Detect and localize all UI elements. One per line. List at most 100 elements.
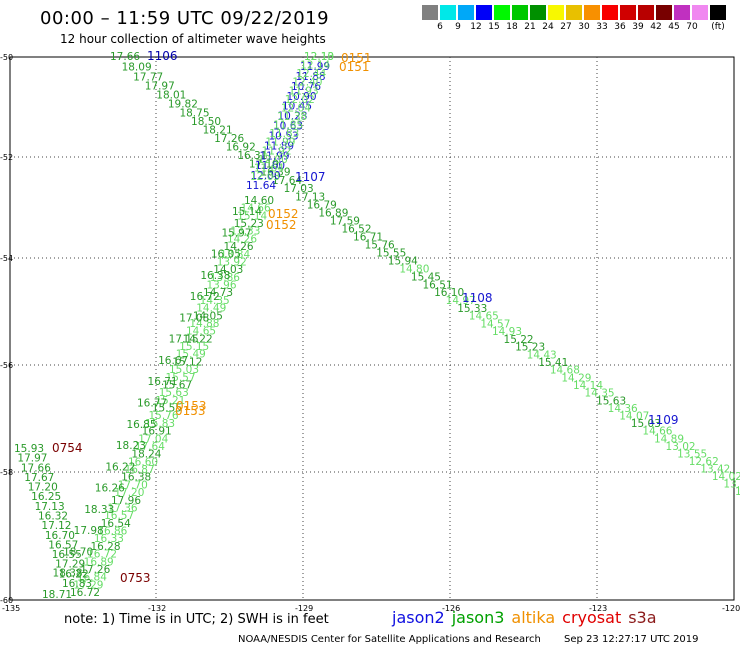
units-note: note: 1) Time is in UTC; 2) SWH is in fe… — [64, 612, 329, 627]
wave-height-value: 17.04 — [138, 433, 168, 445]
wave-height-value: 12.03 — [250, 171, 280, 183]
wave-height-value: 18.09 — [122, 62, 152, 74]
wave-height-value: 16.89 — [84, 556, 114, 568]
map-title: 00:00 – 11:59 UTC 09/22/2019 — [40, 8, 330, 29]
wave-height-value: 11.99 — [260, 150, 290, 162]
wave-height-value: 18.38 — [53, 568, 83, 580]
lat-tick-label: -60 — [0, 596, 13, 605]
color-scale-label: 18 — [506, 22, 518, 32]
wave-height-value: 17.29 — [55, 559, 85, 571]
wave-height-value: 12.44 — [296, 68, 326, 80]
pass-time-label: 0753 — [120, 571, 151, 585]
wave-height-value: 17.59 — [330, 216, 360, 228]
legend-jason2: jason2 — [392, 608, 445, 627]
wave-height-value: 16.71 — [148, 376, 178, 388]
wave-height-value: 15.22 — [504, 334, 534, 346]
wave-height-value: 16.25 — [31, 491, 61, 503]
wave-height-value: 15.55 — [376, 248, 406, 260]
wave-height-value: 14.97 — [446, 295, 476, 307]
wave-height-value: 11.85 — [273, 120, 303, 132]
wave-height-value: 13.84 — [220, 249, 250, 261]
wave-height-value: 16.92 — [226, 142, 256, 154]
wave-height-value: 14.02 — [712, 471, 740, 483]
wave-height-value: 15.67 — [162, 379, 192, 391]
wave-height-value: 12.10 — [304, 51, 334, 63]
pass-time-label: 0152 — [266, 218, 297, 232]
color-scale-label: 33 — [596, 22, 608, 32]
legend-altika: altika — [511, 608, 556, 627]
wave-height-value: 15.97 — [221, 227, 251, 239]
wave-height-value: 15.83 — [145, 418, 175, 430]
wave-height-value: 18.70 — [63, 546, 93, 558]
wave-height-value: 11.99 — [265, 137, 295, 149]
color-scale-label: 15 — [488, 22, 500, 32]
wave-height-value: 13.92 — [217, 256, 247, 268]
wave-height-value: 14.66 — [241, 203, 271, 215]
wave-height-value: 12.14 — [300, 60, 330, 72]
wave-height-value: 14.57 — [480, 318, 510, 330]
wave-height-value: 16.57 — [48, 539, 78, 551]
wave-height-value: 14.03 — [213, 264, 243, 276]
wave-height-value: 16.33 — [94, 533, 124, 545]
pass-time-label: 1107 — [295, 170, 326, 184]
color-scale-label: 24 — [542, 22, 554, 32]
wave-height-value: 10.76 — [291, 81, 321, 93]
wave-height-value: 17.97 — [17, 453, 47, 465]
wave-height-value: 14.22 — [183, 333, 213, 345]
color-swatch — [638, 5, 654, 20]
wave-height-value: 15.21 — [155, 395, 185, 407]
wave-height-value: 16.84 — [77, 572, 107, 584]
legend-cryosat: cryosat — [562, 608, 622, 627]
legend-s3a: s3a — [628, 608, 657, 627]
wave-height-value: 15.76 — [365, 240, 395, 252]
color-swatch — [548, 5, 564, 20]
color-swatch — [584, 5, 600, 20]
wave-height-value: 16.91 — [142, 426, 172, 438]
wave-height-value: 14.07 — [619, 411, 649, 423]
wave-height-value: 14.60 — [244, 195, 274, 207]
wave-height-value: 17.19 — [249, 158, 279, 170]
wave-height-value: 17.77 — [133, 71, 163, 83]
wave-height-value: 16.77 — [137, 398, 167, 410]
wave-height-value: 17.08 — [179, 312, 209, 324]
wave-height-value: 16.31 — [237, 150, 267, 162]
map-subtitle: 12 hour collection of altimeter wave hei… — [60, 32, 326, 46]
color-swatch — [458, 5, 474, 20]
wave-height-value: 15.23 — [234, 218, 264, 230]
color-scale-label: 70 — [686, 22, 698, 32]
wave-height-value: 17.26 — [214, 133, 244, 145]
wave-height-value: 12.02 — [285, 94, 315, 106]
wave-height-value: 15.15 — [179, 341, 209, 353]
wave-height-value: 11.60 — [255, 160, 285, 172]
wave-height-value: 10.23 — [278, 111, 308, 123]
wave-height-value: 17.03 — [284, 183, 314, 195]
wave-height-value: 10.63 — [273, 121, 303, 133]
lon-tick-label: -120 — [722, 604, 740, 613]
wave-height-value: 15.33 — [457, 303, 487, 315]
wave-height-value: 16.85 — [126, 419, 156, 431]
color-scale-label: 36 — [614, 22, 626, 32]
wave-height-value: 17.97 — [145, 81, 175, 93]
wave-height-value: 11.99 — [300, 61, 330, 73]
wave-height-value: 19.82 — [168, 99, 198, 111]
wave-height-value: 11.93 — [289, 85, 319, 97]
footer-timestamp: Sep 23 12:27:17 UTC 2019 — [564, 634, 699, 645]
wave-height-value: 16.38 — [200, 270, 230, 282]
color-swatch — [656, 5, 672, 20]
wave-height-value: 12.00 — [258, 154, 288, 166]
color-swatch — [566, 5, 582, 20]
wave-height-value: 11.83 — [269, 128, 299, 140]
wave-height-value: 11.64 — [246, 180, 276, 192]
pass-time-label: 0153 — [176, 399, 207, 413]
wave-height-value: 17.12 — [41, 520, 71, 532]
color-swatch — [692, 5, 708, 20]
color-swatch — [620, 5, 636, 20]
wave-height-value: 12.40 — [292, 77, 322, 89]
wave-height-value: 17.64 — [272, 175, 302, 187]
wave-height-value: 14.89 — [654, 433, 684, 445]
lon-tick-label: -123 — [589, 604, 607, 613]
wave-height-value: 18.71 — [42, 589, 72, 601]
wave-height-value: 14.43 — [527, 349, 557, 361]
wave-height-value: 14.65 — [186, 326, 216, 338]
wave-height-value: 17.13 — [295, 191, 325, 203]
